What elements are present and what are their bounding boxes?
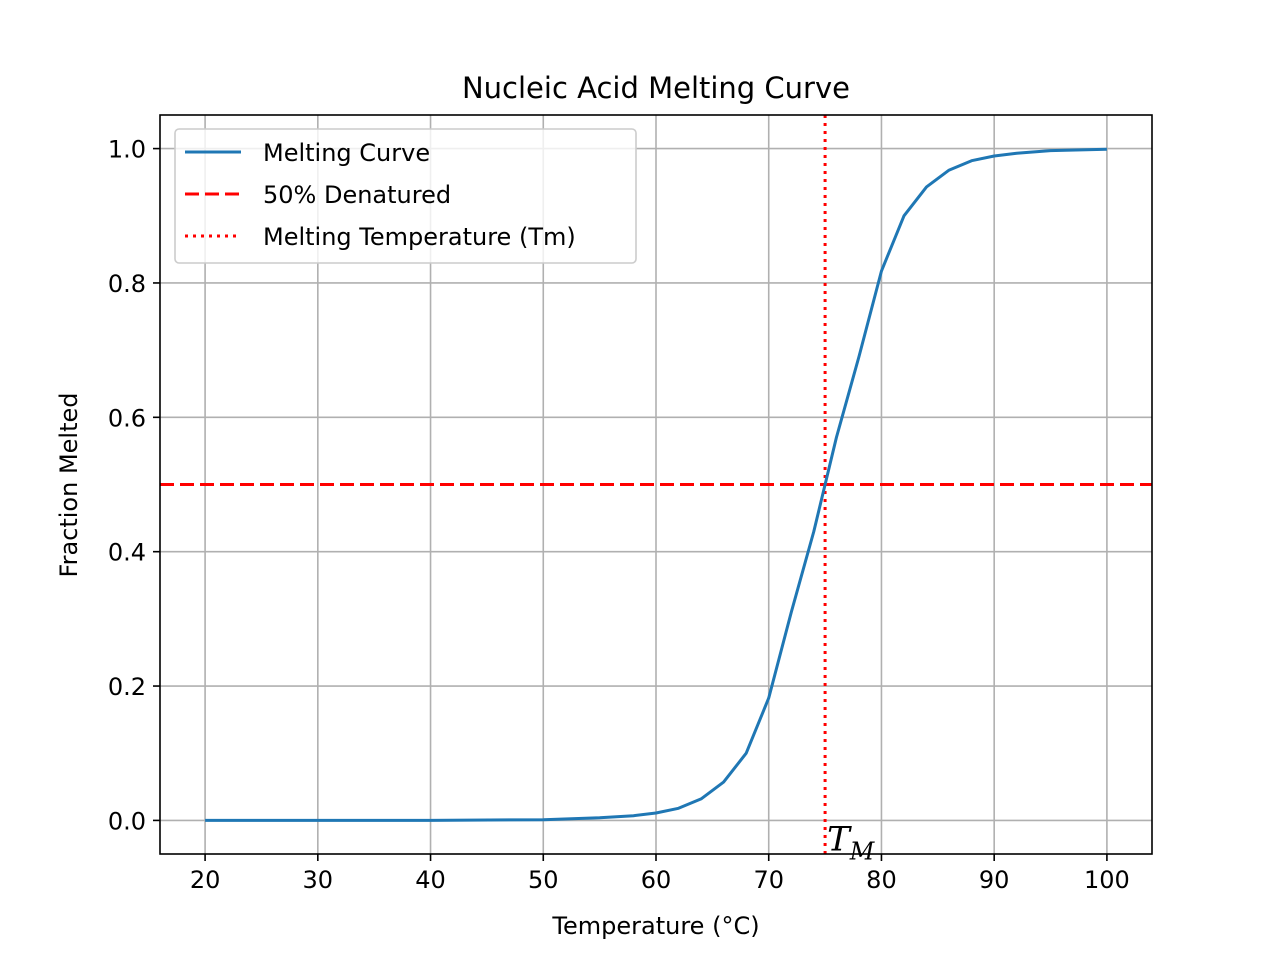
y-tick-label: 0.4 <box>108 539 146 567</box>
y-tick-label: 0.8 <box>108 270 146 298</box>
y-axis-label: Fraction Melted <box>55 393 83 578</box>
x-tick-label: 40 <box>415 866 446 894</box>
x-tick-label: 100 <box>1084 866 1130 894</box>
legend-label-50-denatured: 50% Denatured <box>263 181 451 209</box>
x-tick-label: 50 <box>528 866 559 894</box>
legend-label-melting-temperature: Melting Temperature (Tm) <box>263 223 576 251</box>
x-tick-label: 20 <box>190 866 221 894</box>
y-tick-label: 0.2 <box>108 673 146 701</box>
x-axis-ticks: 20 30 40 50 60 70 80 90 100 <box>190 854 1130 894</box>
x-tick-label: 90 <box>979 866 1010 894</box>
y-tick-label: 1.0 <box>108 136 146 164</box>
series <box>205 147 1107 822</box>
legend-label-melting-curve: Melting Curve <box>263 139 430 167</box>
x-tick-label: 70 <box>753 866 784 894</box>
legend: Melting Curve 50% Denatured Melting Temp… <box>174 128 637 264</box>
x-axis-label: Temperature (°C) <box>551 912 759 940</box>
tm-annotation-subscript: M <box>849 838 876 866</box>
x-tick-label: 80 <box>866 866 897 894</box>
y-tick-label: 0.0 <box>108 807 146 835</box>
tm-annotation: TM <box>827 820 876 866</box>
y-tick-label: 0.6 <box>108 404 146 432</box>
series-line-melting-curve <box>205 147 1107 822</box>
tm-annotation-label: TM <box>827 820 876 866</box>
tm-annotation-base: T <box>827 820 852 860</box>
x-tick-label: 60 <box>641 866 672 894</box>
y-axis-ticks: 0.0 0.2 0.4 0.6 0.8 1.0 <box>108 136 160 835</box>
chart-title: Nucleic Acid Melting Curve <box>462 71 850 105</box>
legend-box <box>174 128 637 264</box>
x-tick-label: 30 <box>303 866 334 894</box>
